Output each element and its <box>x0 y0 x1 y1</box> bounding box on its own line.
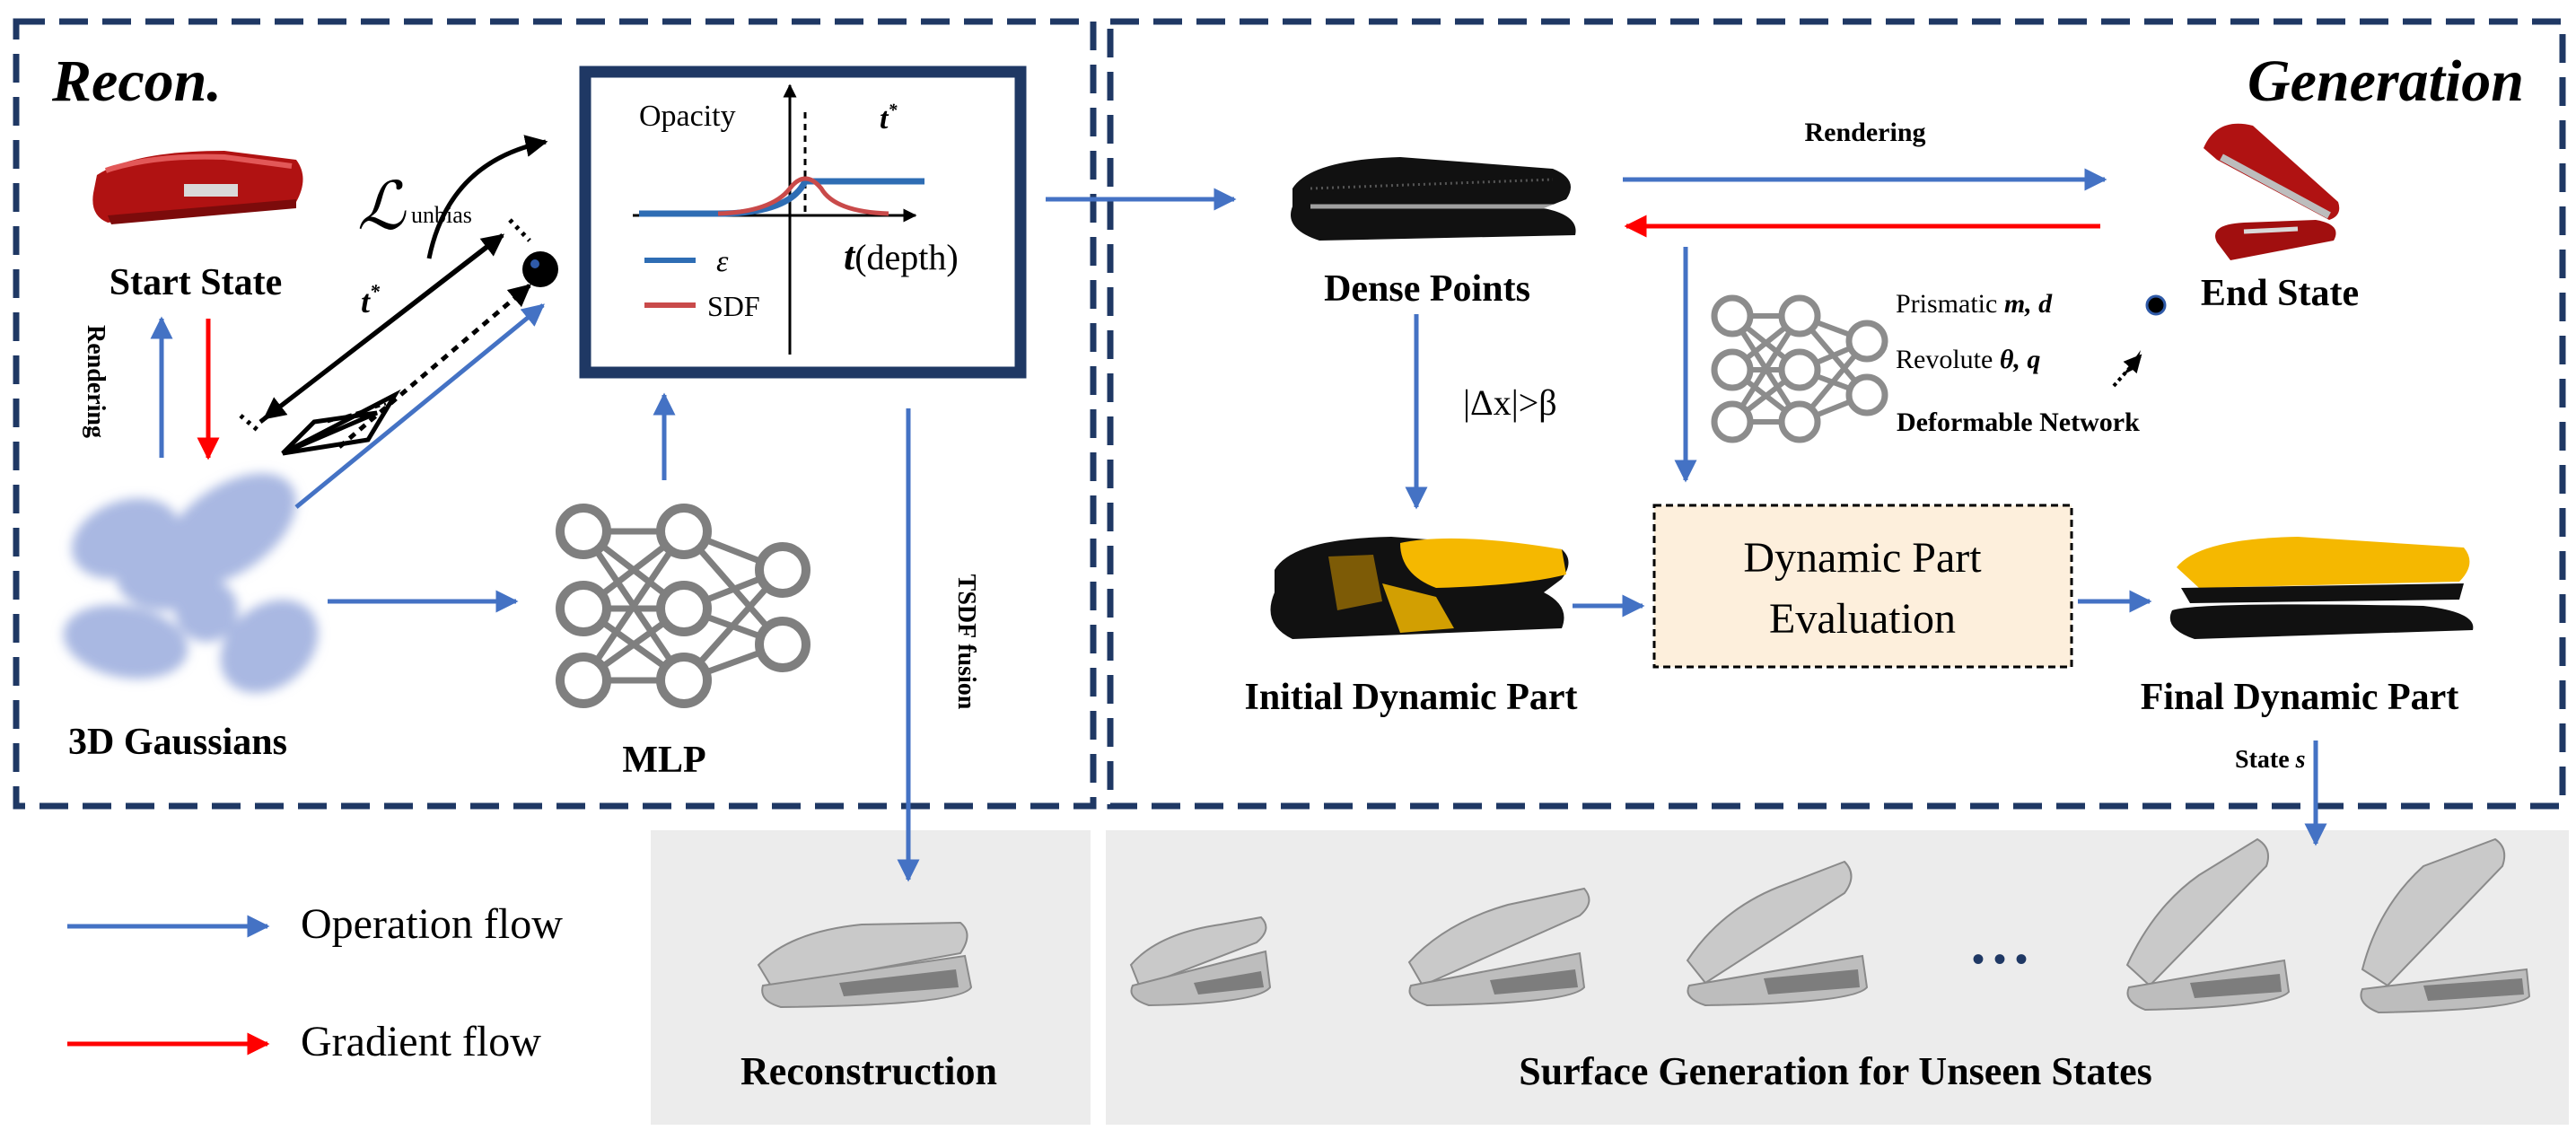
start-state-stapler-image <box>92 151 303 224</box>
tstar-label: t* <box>361 280 381 320</box>
recon-title: Recon. <box>51 48 222 114</box>
deformable-network-label: Deformable Network <box>1897 407 2140 437</box>
gaussians-to-plot-arrow <box>294 303 545 509</box>
dense-points-image <box>1291 157 1576 241</box>
gaussians-image <box>63 473 319 693</box>
generated-mesh-state-2 <box>1407 887 1590 1007</box>
tsdf-label: TSDF fusion <box>952 574 980 710</box>
generated-mesh-state-4 <box>2125 837 2291 1012</box>
gaussians-label: 3D Gaussians <box>68 722 287 763</box>
mlp-label: MLP <box>622 740 705 781</box>
states-ellipsis: • • • <box>1972 939 2028 979</box>
recon-rendering-label: Rendering <box>82 325 110 438</box>
prismatic-dot <box>2145 294 2167 316</box>
threshold-label: |Δx|>β <box>1463 382 1557 423</box>
loss-subscript: unbias <box>411 202 472 228</box>
start-state-label: Start State <box>110 262 282 303</box>
deformable-network-icon <box>1711 294 1888 443</box>
final-dynamic-part-label: Final Dynamic Part <box>2141 677 2459 718</box>
loss-symbol: ℒ <box>357 171 407 244</box>
generation-rendering-label: Rendering <box>1805 118 1926 147</box>
legend-epsilon-label: ε <box>716 245 729 278</box>
opacity-sdf-plot: Opacity t* t(depth) ε SDF <box>579 66 1027 379</box>
legend-operation-label: Operation flow <box>301 900 563 948</box>
evaluation-line2: Evaluation <box>1769 595 1956 643</box>
plot-tstar: t* <box>880 101 898 136</box>
end-state-stapler-image <box>2204 123 2340 260</box>
sdf-curve <box>717 176 889 216</box>
state-label: State s <box>2235 746 2306 774</box>
generated-mesh-state-3 <box>1686 860 1869 1007</box>
plot-xlabel: t(depth) <box>844 234 959 278</box>
initial-dynamic-part-label: Initial Dynamic Part <box>1245 677 1578 718</box>
surface-generation-label: Surface Generation for Unseen States <box>1519 1049 2152 1093</box>
surface-point <box>522 251 558 287</box>
dynamic-part-evaluation-box <box>1652 504 2073 669</box>
legend-gradient-label: Gradient flow <box>301 1018 541 1065</box>
dense-points-label: Dense Points <box>1324 268 1530 310</box>
generation-title: Generation <box>2247 48 2524 114</box>
revolute-icon <box>2123 350 2141 375</box>
mlp-network-icon <box>556 504 810 708</box>
generated-mesh-state-1 <box>1129 916 1272 1007</box>
initial-dynamic-part-image <box>1270 537 1569 639</box>
prismatic-label: Prismatic m, d <box>1896 289 2053 319</box>
plot-ylabel: Opacity <box>639 100 736 133</box>
reconstruction-label: Reconstruction <box>740 1049 997 1093</box>
revolute-label: Revolute θ, q <box>1896 345 2040 374</box>
legend-sdf-label: SDF <box>707 290 760 322</box>
evaluation-line1: Dynamic Part <box>1743 534 1982 582</box>
dotted-ray-arrow <box>337 284 531 449</box>
end-state-label: End State <box>2201 273 2359 314</box>
loss-arrow <box>426 135 548 259</box>
final-dynamic-part-image <box>2169 537 2474 639</box>
recon-frame <box>13 18 1097 810</box>
camera-frustum-icon <box>281 389 401 456</box>
generated-mesh-state-5 <box>2360 837 2531 1014</box>
reconstruction-mesh-image <box>757 921 973 1009</box>
